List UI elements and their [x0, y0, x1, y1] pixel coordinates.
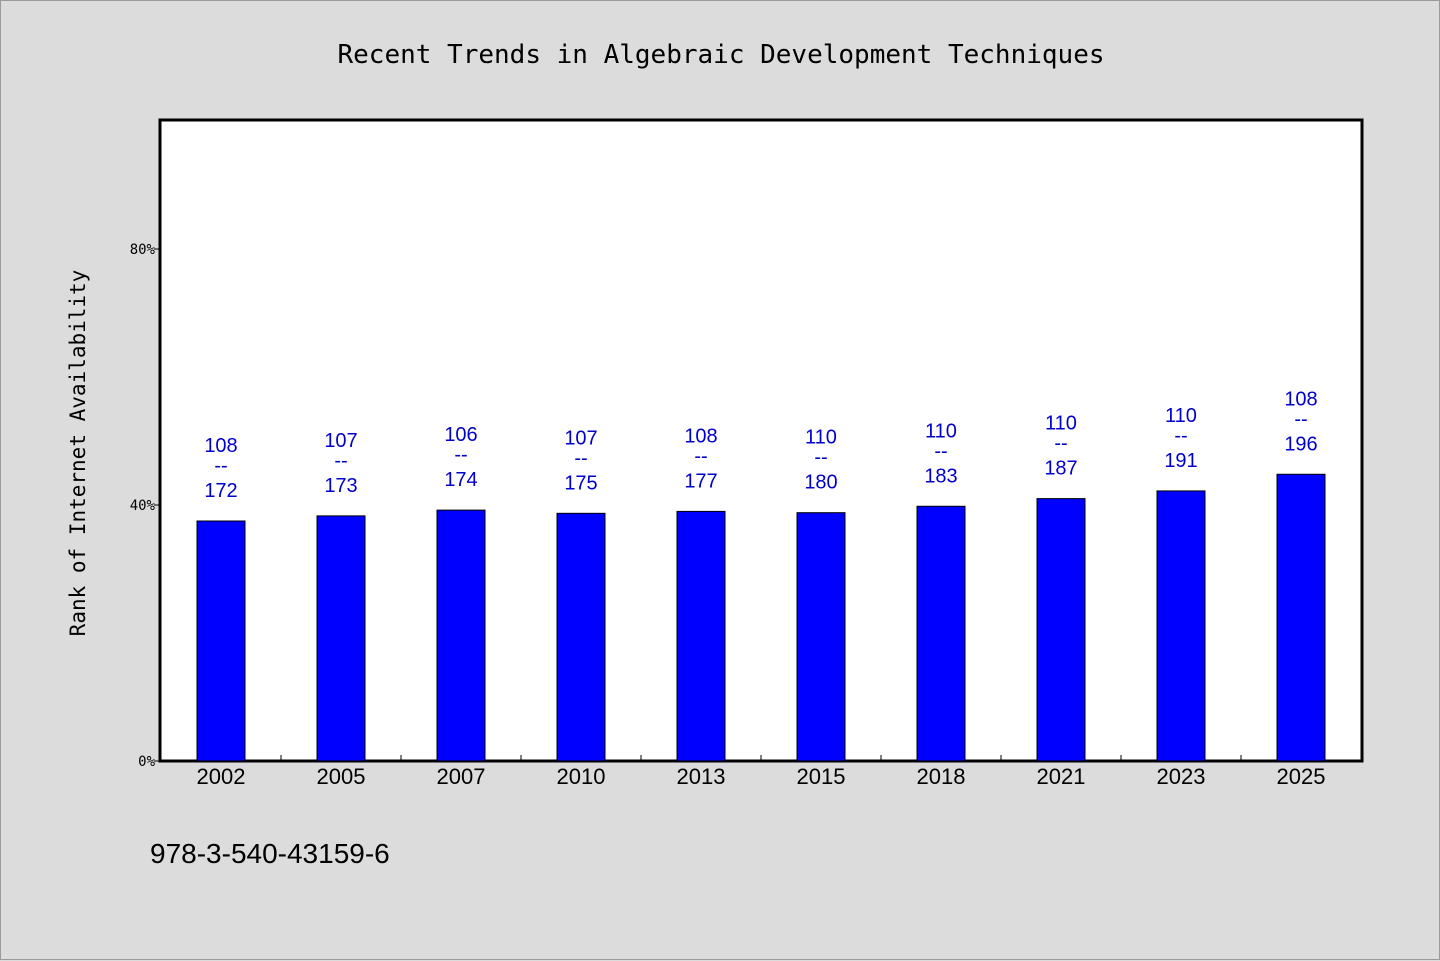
data-label-top: 110: [1045, 413, 1077, 435]
data-label-separator: --: [814, 447, 827, 469]
data-label-bottom: 196: [1284, 433, 1317, 455]
x-tick-label: 2005: [317, 764, 366, 789]
data-label-top: 110: [1165, 405, 1197, 427]
x-tick-label: 2023: [1157, 764, 1206, 789]
y-tick-label: 40%: [130, 498, 156, 514]
data-label-bottom: 175: [564, 472, 597, 494]
axes-layer: 2002 2005 2007 2010 2013 2015 2018 2021 2023 2025…: [130, 242, 1326, 789]
data-label-top: 107: [324, 430, 357, 452]
data-label-bottom: 173: [324, 475, 357, 497]
y-axis-label: Rank of Internet Availability: [66, 270, 90, 637]
data-label-bottom: 180: [804, 472, 837, 494]
bar: [676, 510, 726, 762]
bar: [1036, 498, 1086, 762]
data-label-top: 106: [444, 424, 477, 446]
bar: [916, 505, 966, 762]
data-label-top: 110: [805, 427, 837, 449]
data-label-separator: --: [454, 444, 467, 466]
data-label-bottom: 172: [204, 480, 237, 502]
x-tick-label: 2025: [1277, 764, 1326, 789]
data-label-separator: --: [694, 445, 707, 467]
data-label-bottom: 187: [1044, 458, 1077, 480]
y-tick-label: 80%: [130, 242, 156, 258]
x-tick-label: 2021: [1037, 764, 1086, 789]
data-label-separator: --: [1054, 433, 1067, 455]
data-label-separator: --: [334, 450, 347, 472]
bar: [1156, 490, 1206, 762]
data-label-top: 108: [684, 425, 717, 447]
y-tick-label: 0%: [138, 754, 155, 770]
data-label-bottom: 191: [1164, 450, 1197, 472]
data-labels-layer: 108--172107--173106--174107--175108--177…: [204, 388, 1317, 502]
x-tick-label: 2002: [197, 764, 246, 789]
data-label-bottom: 174: [444, 469, 477, 491]
bar: [316, 515, 366, 762]
data-label-separator: --: [934, 440, 947, 462]
chart-title: Recent Trends in Algebraic Development T…: [337, 40, 1104, 70]
data-label-bottom: 177: [684, 470, 717, 492]
data-label-bottom: 183: [924, 465, 957, 487]
x-tick-label: 2018: [917, 764, 966, 789]
x-tick-label: 2007: [437, 764, 486, 789]
bar: [556, 512, 606, 762]
bar: [796, 512, 846, 762]
data-label-separator: --: [1174, 425, 1187, 447]
isbn-footer: 978-3-540-43159-6: [150, 838, 390, 869]
data-label-top: 108: [1284, 388, 1317, 410]
data-label-separator: --: [214, 455, 227, 477]
bar: [196, 520, 246, 762]
x-tick-label: 2013: [677, 764, 726, 789]
data-label-separator: --: [574, 447, 587, 469]
x-tick-label: 2015: [797, 764, 846, 789]
bars-layer: [196, 473, 1326, 762]
data-label-top: 108: [204, 435, 237, 457]
bar: [1276, 473, 1326, 762]
data-label-top: 107: [564, 427, 597, 449]
x-tick-label: 2010: [557, 764, 606, 789]
data-label-separator: --: [1294, 408, 1307, 430]
bar: [436, 509, 486, 762]
data-label-top: 110: [925, 420, 957, 442]
